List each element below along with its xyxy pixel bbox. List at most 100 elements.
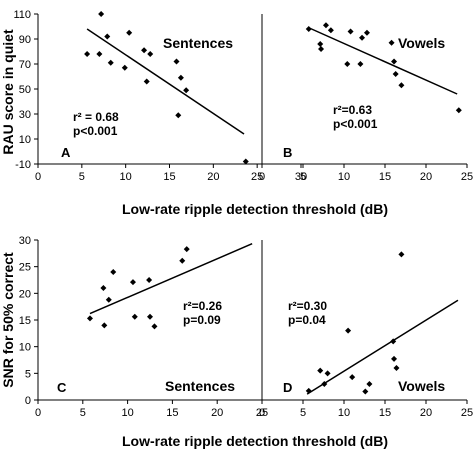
x-tick-label: 25 [461,407,473,419]
data-point [146,277,152,283]
data-point [179,258,185,264]
data-point [456,107,462,113]
data-point [364,30,370,36]
data-point [175,112,181,118]
data-point [84,51,90,57]
data-point [151,323,157,329]
x-tick-label: 20 [211,407,223,419]
data-point [141,47,147,53]
data-point [348,29,354,35]
x-tick-label: 5 [300,171,306,183]
x-tick-label: 20 [420,407,432,419]
panel-label: Vowels [398,35,445,51]
x-tick-label: 5 [79,171,85,183]
y-tick-label: 30 [19,235,31,247]
panel-letter: D [283,380,292,395]
data-point [398,251,404,257]
data-point [106,297,112,303]
data-point [318,46,324,52]
panel-label: Sentences [165,378,235,394]
stat-annotation: p<0.001 [333,117,378,131]
data-point [101,322,107,328]
data-point [391,59,397,65]
y-tick-label: 110 [13,9,31,21]
panel-a: 0 5 10 15 20 25 30-101030507090110ASentencesr²… [13,9,307,183]
data-point [306,388,312,394]
y-tick-label: -10 [15,159,31,171]
data-point [357,61,363,67]
data-point [122,65,128,71]
y-tick-label: 25 [19,262,31,274]
data-point [362,388,368,394]
y-tick-label: 5 [25,368,31,380]
x-tick-label: 25 [461,171,473,183]
x-axis-label-bottom: Low-rate ripple detection threshold (dB) [122,433,388,449]
panel-label: Sentences [163,35,233,51]
data-point [345,328,351,334]
data-point [130,279,136,285]
panel-letter: C [57,380,67,395]
x-tick-label: 20 [420,171,432,183]
regression-line [90,244,252,314]
data-point [393,71,399,77]
y-tick-label: 15 [19,315,31,327]
x-tick-label: 10 [338,407,350,419]
panel-letter: B [283,145,292,160]
stat-annotation: p=0.09 [183,313,221,327]
panel-b: 0 5 10 15 20 25 B Vowels r²=0.63p<0.001 [259,14,473,183]
x-tick-label: 15 [379,407,391,419]
x-tick-label: 20 [207,171,219,183]
data-point [349,374,355,380]
data-point [393,365,399,371]
data-point [389,40,395,46]
x-tick-label: 5 [300,407,306,419]
data-point [317,368,323,374]
data-point [174,59,180,65]
data-point [178,75,184,81]
x-tick-label: 15 [166,407,178,419]
x-tick-label: 0 [35,171,41,183]
data-point [144,79,150,85]
data-point [110,269,116,275]
data-point [398,82,404,88]
x-tick-label: 15 [163,171,175,183]
y-tick-label: 50 [19,84,31,96]
stat-annotation: p=0.04 [288,313,326,327]
data-point [366,381,372,387]
stat-annotation: r²=0.26 [183,299,222,313]
x-tick-label: 0 [259,407,265,419]
y-tick-label: 20 [19,288,31,300]
x-tick-label: 0 [259,171,265,183]
x-axis-label-top: Low-rate ripple detection threshold (dB) [122,201,388,217]
data-point [323,22,329,28]
y-tick-label: 10 [19,134,31,146]
y-tick-label: 30 [19,109,31,121]
data-point [306,26,312,32]
x-tick-label: 10 [120,171,132,183]
y-axis-label-bottom: SNR for 50% correct [0,252,16,388]
data-point [183,87,189,93]
data-point [147,51,153,57]
stat-annotation: p<0.001 [73,124,118,138]
panel-d: 0 5 10 15 20 25 D Vowels r²=0.30p=0.04 [259,240,473,419]
data-point [328,27,334,33]
y-axis-label-top: RAU score in quiet [0,29,16,155]
data-point [87,315,93,321]
x-tick-label: 5 [80,407,86,419]
data-point [104,34,110,40]
data-point [100,285,106,291]
x-tick-label: 15 [379,171,391,183]
stat-annotation: r² = 0.68 [73,110,119,124]
data-point [184,246,190,252]
data-point [147,314,153,320]
data-point [325,370,331,376]
data-point [317,41,323,47]
y-tick-label: 70 [19,59,31,71]
x-tick-label: 0 [35,407,41,419]
stat-annotation: r²=0.30 [288,299,327,313]
data-point [344,61,350,67]
x-tick-label: 10 [338,171,350,183]
data-point [359,35,365,41]
